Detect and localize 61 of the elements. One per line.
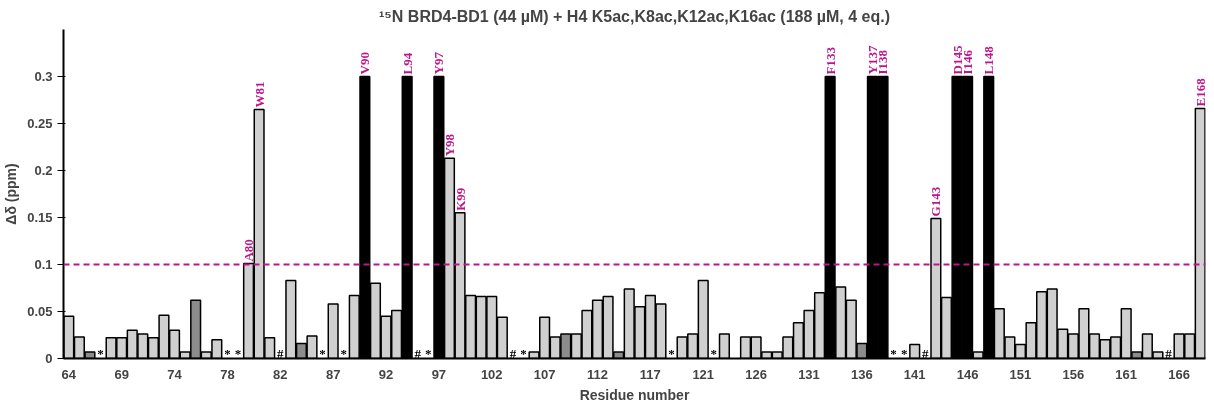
x-axis-title: Residue number <box>579 386 690 403</box>
x-tick-label: 107 <box>533 366 556 382</box>
x-tick-label: 117 <box>639 366 661 382</box>
data-label: K99 <box>452 187 468 211</box>
data-label: V90 <box>357 52 373 75</box>
data-label: F133 <box>822 46 838 75</box>
x-tick-label: 82 <box>273 366 288 382</box>
data-label: W81 <box>251 81 267 108</box>
y-axis-title: Δδ (ppm) <box>3 163 20 225</box>
x-tick-label: 97 <box>431 366 447 382</box>
text: * <box>520 345 527 361</box>
chart-title: ¹⁵N BRD4-BD1 (44 µM) + H4 K5ac,K8ac,K12ac,K16ac (188 µM, 4 eq.) <box>378 7 891 25</box>
text: # <box>922 345 929 361</box>
x-tick-label: 141 <box>903 366 926 382</box>
x-tick-label: 126 <box>745 366 767 382</box>
y-tick-label: 0.1 <box>34 257 53 272</box>
x-tick-label: 146 <box>956 366 979 382</box>
text: # <box>277 345 284 361</box>
data-label: L94 <box>399 52 415 75</box>
x-tick-label: 87 <box>325 366 341 382</box>
data-label: Y137 <box>864 45 880 75</box>
text: * <box>234 345 242 361</box>
y-tick-label: 0.2 <box>34 163 53 178</box>
x-tick-label: 151 <box>1009 366 1032 382</box>
text: * <box>97 345 104 361</box>
x-tick-label: 69 <box>114 366 129 382</box>
text: # <box>509 345 517 361</box>
y-tick-label: 0.25 <box>27 116 53 131</box>
y-tick-label: 0 <box>45 351 53 366</box>
x-tick-label: 74 <box>167 366 183 382</box>
x-tick-label: 102 <box>480 366 503 382</box>
text: # <box>414 345 421 361</box>
x-tick-label: 136 <box>851 366 873 382</box>
y-tick-label: 0.15 <box>27 210 53 225</box>
text: * <box>340 345 347 361</box>
data-label: E168 <box>1192 77 1208 107</box>
text: * <box>668 345 675 361</box>
x-tick-label: 78 <box>220 366 235 382</box>
data-label: D145 <box>949 45 965 75</box>
text: * <box>890 345 897 361</box>
x-tick-label: 156 <box>1062 366 1085 382</box>
x-tick-label: 121 <box>692 366 715 382</box>
x-tick-label: 131 <box>798 366 820 382</box>
text: # <box>1165 345 1172 361</box>
data-label: Y97 <box>431 51 447 75</box>
text: * <box>224 345 231 361</box>
x-tick-label: 92 <box>378 366 394 382</box>
x-tick-label: 64 <box>61 366 77 382</box>
x-tick-label: 161 <box>1115 366 1138 382</box>
text: * <box>319 345 326 361</box>
data-label: A80 <box>241 239 257 262</box>
data-label: L148 <box>981 45 997 75</box>
x-tick-label: 112 <box>587 366 608 382</box>
text: * <box>710 345 718 361</box>
text: * <box>900 345 908 361</box>
y-tick-label: 0.3 <box>34 69 53 84</box>
y-tick-label: 0.05 <box>27 304 53 319</box>
text: * <box>425 345 432 361</box>
data-label: Y98 <box>441 133 457 157</box>
data-label: G143 <box>928 186 944 217</box>
x-tick-label: 166 <box>1168 366 1190 382</box>
